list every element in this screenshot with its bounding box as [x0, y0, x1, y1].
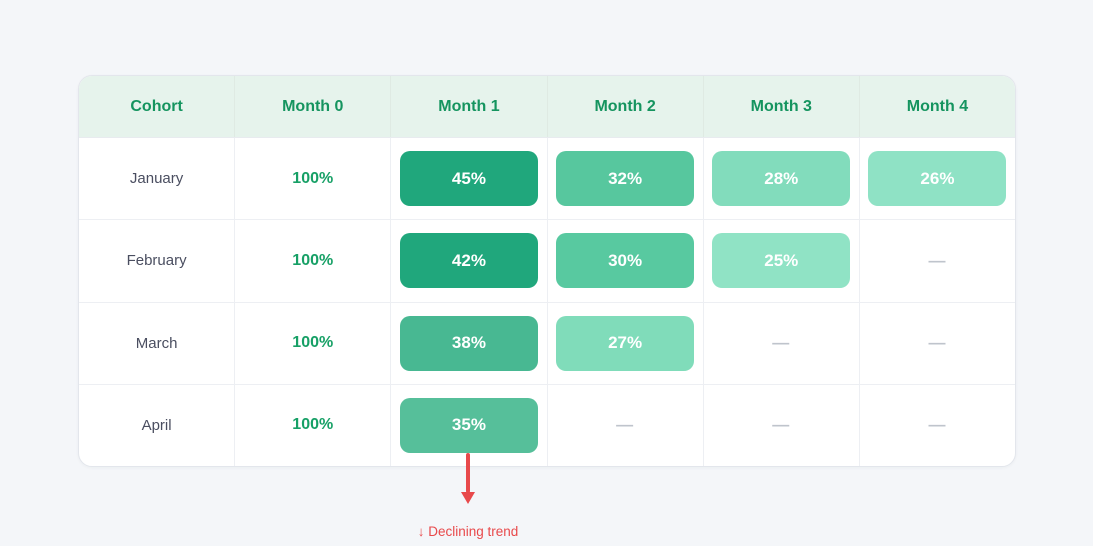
- cohort-cell: March: [79, 302, 236, 384]
- empty-cell: —: [704, 302, 860, 384]
- retention-cell: 45%: [391, 138, 548, 220]
- empty-cell: —: [860, 385, 1015, 466]
- empty-cell: —: [548, 384, 704, 466]
- retention-badge: 35%: [399, 397, 538, 453]
- retention-cell: 35%: [391, 384, 548, 466]
- table-row-march: March 100% 38% 27% — —: [79, 302, 1015, 385]
- month0-value: 100%: [292, 251, 334, 269]
- retention-cell: 27%: [548, 302, 704, 384]
- declining-trend-arrow-stem: [466, 453, 470, 493]
- retention-badge: 42%: [399, 233, 538, 289]
- retention-cell: 26%: [860, 138, 1015, 219]
- retention-badge: 45%: [399, 151, 538, 207]
- table-body: January 100% 45% 32% 28% 26% February 10…: [79, 138, 1015, 466]
- empty-cell: —: [860, 220, 1015, 301]
- empty-cell-dash: —: [928, 333, 947, 353]
- month0-value: 100%: [292, 169, 334, 187]
- month0-cell: 100%: [235, 302, 392, 384]
- retention-badge: 32%: [556, 151, 695, 207]
- month0-cell: 100%: [235, 138, 392, 220]
- table-row-january: January 100% 45% 32% 28% 26%: [79, 138, 1015, 221]
- retention-badge: 26%: [868, 151, 1007, 207]
- header-cell-cohort: Cohort: [79, 76, 236, 137]
- table-row-april: April 100% 35% — — —: [79, 384, 1015, 466]
- empty-cell-dash: —: [772, 415, 791, 435]
- month0-value: 100%: [292, 334, 334, 352]
- cohort-label: January: [129, 170, 184, 188]
- retention-badge: 38%: [399, 315, 538, 371]
- empty-cell: —: [704, 384, 860, 466]
- declining-trend-arrow-head: [461, 492, 475, 504]
- cohort-label: February: [126, 252, 187, 270]
- cohort-label: April: [141, 416, 172, 434]
- header-cell-month2: Month 2: [548, 76, 704, 137]
- cohort-cell: February: [79, 220, 236, 302]
- cohort-label: March: [135, 334, 178, 352]
- retention-cell: 30%: [548, 220, 704, 302]
- header-cell-month1: Month 1: [391, 76, 548, 137]
- month0-value: 100%: [292, 416, 334, 434]
- retention-cell: 25%: [704, 220, 860, 302]
- retention-badge: 30%: [556, 233, 695, 289]
- retention-badge: 27%: [556, 315, 695, 371]
- cohort-retention-table-card: Cohort Month 0 Month 1 Month 2 Month 3 M…: [78, 75, 1016, 467]
- empty-cell-dash: —: [772, 333, 791, 353]
- cohort-cell: January: [79, 138, 236, 220]
- empty-cell-dash: —: [616, 415, 635, 435]
- retention-cell: 32%: [548, 138, 704, 220]
- empty-cell-dash: —: [928, 250, 947, 270]
- retention-cell: 38%: [391, 302, 548, 384]
- empty-cell: —: [860, 303, 1015, 384]
- header-cell-month3: Month 3: [704, 76, 860, 137]
- retention-badge: 28%: [712, 151, 851, 207]
- header-cell-month0: Month 0: [235, 76, 392, 137]
- table-header-row: Cohort Month 0 Month 1 Month 2 Month 3 M…: [79, 76, 1015, 138]
- retention-badge: 25%: [712, 233, 851, 289]
- month0-cell: 100%: [235, 384, 392, 466]
- declining-trend-label: ↓ Declining trend: [417, 524, 519, 539]
- table-row-february: February 100% 42% 30% 25% —: [79, 220, 1015, 303]
- cohort-cell: April: [79, 384, 236, 466]
- month0-cell: 100%: [235, 220, 392, 302]
- header-cell-month4: Month 4: [906, 97, 969, 115]
- empty-cell-dash: —: [928, 415, 947, 435]
- retention-cell: 42%: [391, 220, 548, 302]
- retention-cell: 28%: [704, 138, 860, 220]
